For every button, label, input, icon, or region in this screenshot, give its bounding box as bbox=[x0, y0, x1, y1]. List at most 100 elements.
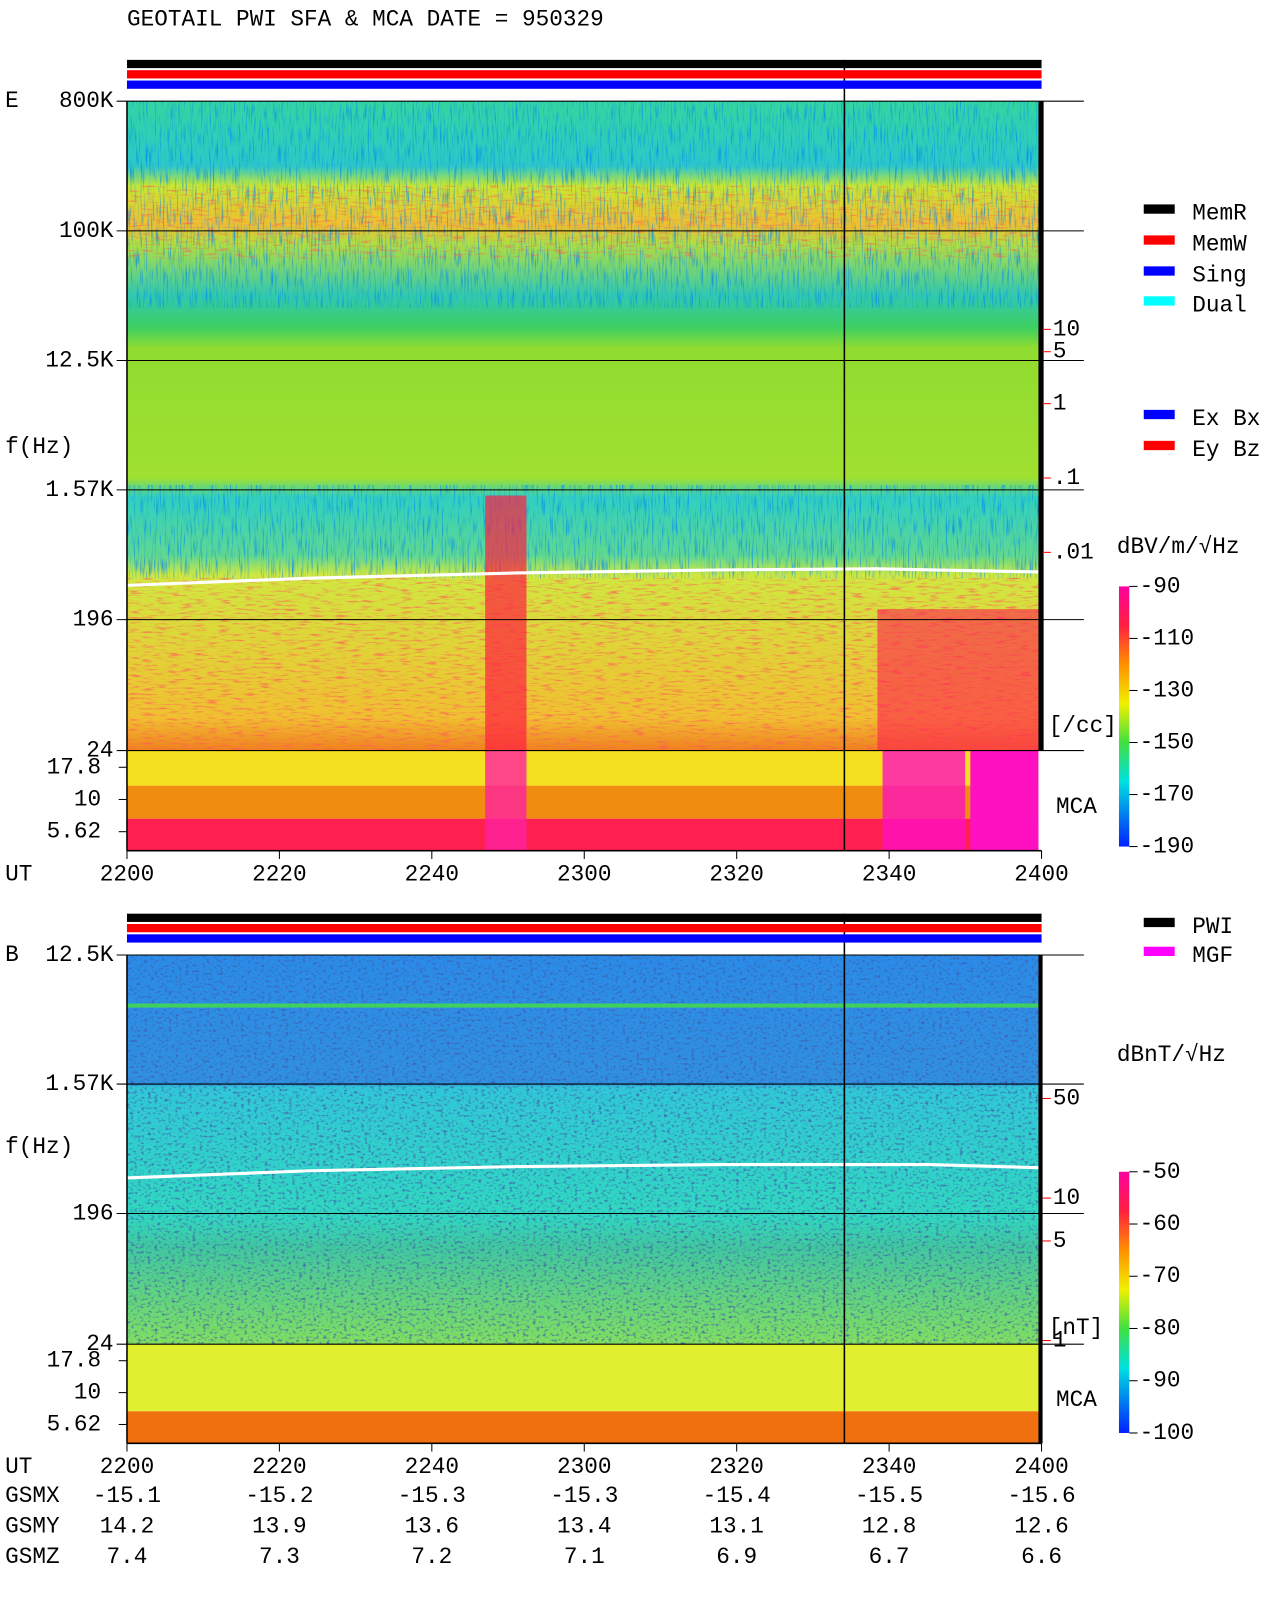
colorbar-tick-label: -90 bbox=[1140, 1368, 1181, 1394]
mca-label: MCA bbox=[1056, 794, 1097, 820]
figure-title: GEOTAIL PWI SFA & MCA DATE = 950329 bbox=[127, 7, 604, 33]
orbit-value: 13.6 bbox=[405, 1513, 459, 1539]
orbit-value: 13.4 bbox=[557, 1513, 611, 1539]
colorbar-tick-label: -100 bbox=[1140, 1420, 1194, 1446]
x-tick-label: 2400 bbox=[1014, 1454, 1068, 1480]
legend-label: Ey Bz bbox=[1192, 437, 1260, 463]
x-tick-label: 2240 bbox=[405, 861, 459, 887]
orbit-value: 7.1 bbox=[564, 1544, 605, 1570]
side-tick-label: .1 bbox=[1053, 465, 1080, 491]
status-bar bbox=[126, 924, 1042, 933]
orbit-value: 7.4 bbox=[107, 1544, 148, 1570]
x-tick-label: 2400 bbox=[1014, 861, 1068, 887]
status-bar bbox=[126, 80, 1042, 89]
mca-label: MCA bbox=[1056, 1387, 1097, 1413]
side-tick-label: 5 bbox=[1053, 1228, 1067, 1254]
side-tick-label: 10 bbox=[1053, 1185, 1080, 1211]
orbit-row-label: GSMZ bbox=[5, 1544, 59, 1570]
orbit-value: -15.6 bbox=[1007, 1483, 1075, 1509]
colorbar-tick-label: -190 bbox=[1140, 834, 1194, 860]
orbit-value: 13.9 bbox=[252, 1513, 306, 1539]
x-tick-label: 2200 bbox=[100, 861, 154, 887]
legend-label: MemR bbox=[1192, 201, 1247, 227]
x-axis-label: UT bbox=[5, 1454, 32, 1480]
x-tick-label: 2320 bbox=[709, 1454, 763, 1480]
mca-tick-label: 17.8 bbox=[47, 1348, 101, 1374]
y-tick-label: 24 bbox=[86, 1331, 113, 1357]
legend-label: Sing bbox=[1192, 263, 1246, 289]
colorbar-tick-label: -130 bbox=[1140, 677, 1194, 703]
status-bar bbox=[126, 934, 1042, 943]
y-axis-label: f(Hz) bbox=[5, 1134, 73, 1160]
legend-swatch bbox=[1143, 917, 1175, 928]
legend-swatch bbox=[1143, 946, 1175, 957]
x-tick-label: 2220 bbox=[252, 861, 306, 887]
colorbar-tick-label: -110 bbox=[1140, 625, 1194, 651]
orbit-value: -15.2 bbox=[245, 1483, 313, 1509]
legend-swatch bbox=[1143, 204, 1175, 214]
legend-swatch bbox=[1143, 296, 1175, 306]
orbit-value: 6.9 bbox=[716, 1544, 757, 1570]
colorbar-tick-label: -150 bbox=[1140, 730, 1194, 756]
orbit-value: 7.3 bbox=[259, 1544, 300, 1570]
side-tick-label: .01 bbox=[1053, 539, 1094, 565]
colorbar-label: dBV/m/√Hz bbox=[1117, 534, 1240, 560]
x-tick-label: 2200 bbox=[100, 1454, 154, 1480]
orbit-row-label: GSMY bbox=[5, 1513, 60, 1539]
mca-tick-label: 10 bbox=[74, 786, 101, 812]
panel-label: E bbox=[5, 88, 19, 114]
y-tick-label: 12.5K bbox=[45, 348, 113, 374]
x-tick-label: 2300 bbox=[557, 861, 611, 887]
colorbar-label: dBnT/√Hz bbox=[1117, 1042, 1226, 1068]
orbit-value: -15.4 bbox=[703, 1483, 771, 1509]
side-scale-unit: [/cc] bbox=[1049, 713, 1117, 739]
y-tick-label: 100K bbox=[59, 218, 114, 244]
y-tick-label: 1.57K bbox=[45, 477, 113, 503]
y-tick-label: 196 bbox=[73, 607, 114, 633]
colorbar-tick-label: -90 bbox=[1140, 573, 1181, 599]
spectrogram-b bbox=[126, 913, 1043, 1444]
x-tick-label: 2320 bbox=[709, 861, 763, 887]
y-tick-label: 196 bbox=[73, 1201, 114, 1227]
side-tick-label: 1 bbox=[1053, 1328, 1067, 1354]
legend-label: MemW bbox=[1192, 232, 1247, 258]
orbit-value: 12.8 bbox=[862, 1513, 916, 1539]
orbit-value: 13.1 bbox=[709, 1513, 763, 1539]
side-tick-label: 1 bbox=[1053, 391, 1067, 417]
colorbar-tick-label: -60 bbox=[1140, 1211, 1181, 1237]
mca-tick-label: 5.62 bbox=[47, 819, 101, 845]
x-tick-label: 2240 bbox=[405, 1454, 459, 1480]
legend-swatch bbox=[1143, 440, 1175, 451]
mca-tick-label: 17.8 bbox=[47, 754, 101, 780]
y-axis-label: f(Hz) bbox=[5, 434, 73, 460]
orbit-value: 14.2 bbox=[100, 1513, 154, 1539]
y-tick-label: 12.5K bbox=[45, 942, 113, 968]
orbit-value: -15.1 bbox=[93, 1483, 161, 1509]
colorbar-tick-label: -80 bbox=[1140, 1315, 1181, 1341]
orbit-value: -15.3 bbox=[550, 1483, 618, 1509]
y-tick-label: 800K bbox=[59, 88, 114, 114]
orbit-value: 7.2 bbox=[411, 1544, 452, 1570]
legend-swatch bbox=[1143, 235, 1175, 245]
x-tick-label: 2300 bbox=[557, 1454, 611, 1480]
colorbar bbox=[1118, 586, 1130, 847]
legend-swatch bbox=[1143, 409, 1175, 420]
status-bar bbox=[126, 913, 1042, 922]
orbit-value: -15.5 bbox=[855, 1483, 923, 1509]
x-tick-label: 2340 bbox=[862, 1454, 916, 1480]
side-tick-label: 5 bbox=[1053, 339, 1067, 365]
legend-label: Dual bbox=[1192, 293, 1246, 319]
mca-tick-label: 5.62 bbox=[47, 1411, 101, 1437]
side-tick-label: 10 bbox=[1053, 316, 1080, 342]
status-bar bbox=[126, 59, 1042, 69]
legend-label: MGF bbox=[1192, 943, 1233, 969]
colorbar-tick-label: -50 bbox=[1140, 1159, 1181, 1185]
legend-label: Ex Bx bbox=[1192, 406, 1260, 432]
mca-tick-label: 10 bbox=[74, 1380, 101, 1406]
legend-label: PWI bbox=[1192, 914, 1233, 940]
y-tick-label: 1.57K bbox=[45, 1071, 113, 1097]
status-bar bbox=[126, 70, 1042, 79]
colorbar-tick-label: -170 bbox=[1140, 782, 1194, 808]
orbit-value: 6.7 bbox=[869, 1544, 910, 1570]
